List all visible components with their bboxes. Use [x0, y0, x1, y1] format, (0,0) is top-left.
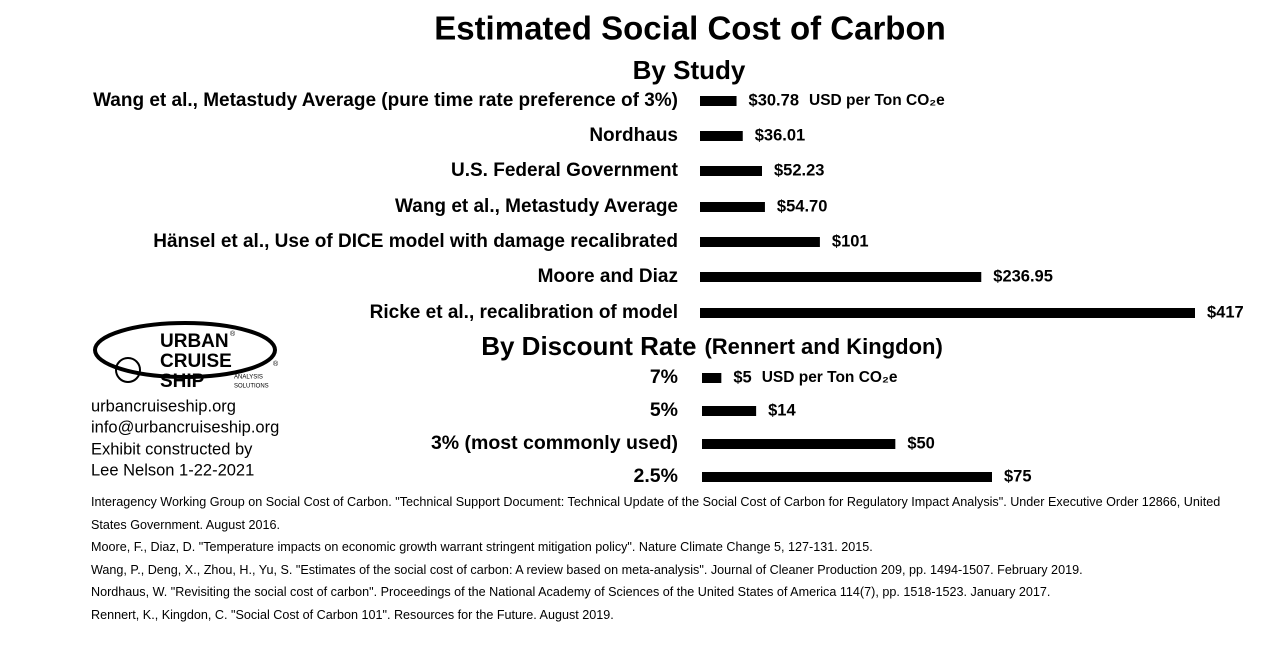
bar [702, 439, 896, 449]
logo-text: SHIP [160, 371, 205, 392]
category-label: Nordhaus [589, 125, 678, 146]
value-label: $75 [1004, 467, 1032, 485]
bar [702, 373, 722, 383]
value-label: $52.23 [774, 161, 824, 179]
value-label: $14 [768, 401, 796, 419]
category-label: Wang et al., Metastudy Average (pure tim… [93, 90, 678, 111]
bar [700, 96, 737, 106]
value-label: $5 [733, 368, 751, 386]
logo-globe [115, 357, 141, 383]
chart-subtitle: By Study [633, 55, 746, 85]
value-label: $101 [832, 232, 869, 250]
reference: Wang, P., Deng, X., Zhou, H., Yu, S. "Es… [91, 562, 1083, 577]
contact: info@urbancruiseship.org [91, 418, 279, 436]
bar [700, 166, 762, 176]
bar [700, 237, 820, 247]
value-label: $36.01 [755, 126, 805, 144]
category-label: U.S. Federal Government [451, 160, 679, 181]
reference: Nordhaus, W. "Revisiting the social cost… [91, 585, 1051, 599]
value-label: $236.95 [993, 267, 1053, 285]
category-label: Moore and Diaz [538, 266, 678, 287]
logo-tagline: ANALYSIS [234, 375, 263, 381]
logo-mark: ® [230, 330, 236, 338]
bar [700, 131, 743, 141]
unit-label: USD per Ton CO₂e [762, 369, 898, 386]
chart-subtitle: (Rennert and Kingdon) [704, 334, 942, 359]
bar [700, 202, 765, 212]
value-label: $417 [1207, 303, 1244, 321]
value-label: $54.70 [777, 197, 827, 215]
reference: Interagency Working Group on Social Cost… [91, 495, 1221, 532]
logo-ring [93, 321, 277, 379]
reference: Rennert, K., Kingdon, C. "Social Cost of… [91, 607, 614, 622]
bar [700, 308, 1195, 318]
logo-mark: ® [273, 360, 279, 368]
logo-tagline: SOLUTIONS [234, 384, 269, 390]
contact: Exhibit constructed by [91, 440, 253, 458]
bar [702, 472, 992, 482]
references: Interagency Working Group on Social Cost… [91, 491, 1241, 626]
chart-title: By Discount Rate [481, 331, 696, 361]
category-label: 2.5% [634, 465, 678, 487]
chart-title: Estimated Social Cost of Carbon [434, 10, 946, 47]
contact: urbancruiseship.org [91, 397, 236, 415]
value-label: $50 [907, 434, 935, 452]
bar [702, 406, 757, 416]
logo: URBAN CRUISE SHIP ANALYSIS SOLUTIONS ® ® [93, 321, 279, 392]
category-label: Ricke et al., recalibration of model [370, 302, 678, 323]
contact: Lee Nelson 1-22-2021 [91, 461, 254, 479]
category-label: 7% [650, 366, 678, 388]
chart-heading: By Discount Rate (Rennert and Kingdon) [481, 331, 943, 361]
category-label: Wang et al., Metastudy Average [395, 196, 678, 217]
value-label: $30.78 [749, 91, 799, 109]
bar [700, 272, 982, 282]
reference: Moore, F., Diaz, D. "Temperature impacts… [91, 540, 873, 554]
logo-text: URBAN [160, 331, 229, 352]
unit-label: USD per Ton CO₂e [809, 92, 945, 109]
logo-text: CRUISE [160, 351, 232, 372]
category-label: Hänsel et al., Use of DICE model with da… [153, 231, 678, 252]
category-label: 3% (most commonly used) [431, 432, 678, 454]
category-label: 5% [650, 399, 678, 421]
